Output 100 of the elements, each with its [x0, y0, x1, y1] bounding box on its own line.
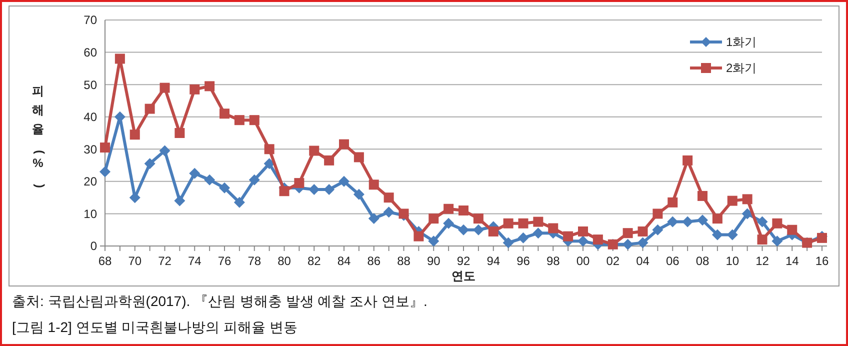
y-tick-label: 30 [84, 142, 98, 156]
point [682, 155, 693, 166]
point [637, 237, 648, 248]
point [339, 139, 349, 150]
point [532, 228, 544, 239]
point [742, 194, 752, 204]
point [668, 197, 678, 208]
point [712, 214, 722, 224]
x-tick-label: 92 [456, 254, 470, 268]
x-tick-label: 94 [486, 254, 500, 268]
x-tick-label: 86 [367, 254, 381, 268]
point [100, 166, 110, 178]
point [518, 232, 529, 244]
x-tick-label: 98 [546, 254, 560, 268]
point [772, 236, 783, 247]
point [652, 208, 663, 219]
point [144, 104, 155, 114]
point [488, 226, 498, 236]
point [264, 144, 274, 154]
point [279, 186, 290, 196]
point [682, 216, 694, 228]
x-tick-label: 90 [426, 254, 441, 268]
y-tick-label: 0 [90, 239, 98, 254]
x-tick-label: 80 [278, 254, 292, 268]
point [712, 229, 723, 240]
point [727, 196, 738, 206]
point [160, 82, 170, 93]
point [533, 216, 544, 227]
point [354, 152, 364, 162]
point [472, 224, 484, 236]
point [443, 218, 454, 229]
point [309, 146, 320, 156]
y-tick-label: 40 [84, 110, 98, 124]
point [294, 178, 304, 188]
x-tick-label: 76 [218, 254, 232, 268]
y-axis-title: 피해율 (%) [32, 84, 47, 188]
text: [그림 1-2] 연도별 미국흰불나방의 피해율 변동 [12, 319, 298, 335]
point [473, 214, 484, 224]
point [383, 206, 394, 218]
y-tick-label: 50 [84, 78, 98, 92]
x-tick-label: 02 [606, 254, 620, 268]
point [458, 205, 468, 216]
point [220, 108, 230, 119]
point [264, 158, 275, 170]
point [428, 214, 439, 224]
x-tick-label: 04 [636, 254, 650, 268]
x-tick-label: 00 [576, 254, 590, 268]
point [638, 226, 648, 236]
point [458, 224, 469, 236]
x-tick-label: 10 [726, 254, 740, 268]
x-tick-label: 14 [785, 254, 800, 268]
x-tick-label: 74 [188, 254, 202, 268]
x-tick-label: 68 [98, 254, 112, 268]
point [189, 168, 200, 179]
y-tick-label: 70 [84, 13, 98, 28]
point [324, 184, 335, 195]
point [652, 224, 664, 236]
x-tick-label: 16 [815, 254, 829, 268]
x-tick-label: 12 [756, 254, 770, 268]
point [503, 218, 514, 228]
point [444, 204, 454, 214]
y-tick-label: 20 [84, 174, 98, 189]
x-tick-label: 96 [516, 254, 530, 268]
point [414, 231, 424, 242]
point [249, 115, 260, 126]
point [697, 214, 708, 226]
point [353, 188, 364, 200]
point [518, 218, 528, 228]
point [726, 229, 738, 240]
legend-label: 1화기 [726, 35, 757, 50]
point [578, 236, 588, 247]
point [592, 234, 603, 245]
x-axis-title: 연도 [452, 269, 476, 283]
point [563, 231, 574, 242]
point [234, 196, 245, 208]
point [130, 130, 140, 140]
point [772, 218, 782, 228]
point [742, 208, 753, 220]
point [622, 238, 634, 250]
point [622, 228, 633, 238]
y-tick-label: 60 [84, 45, 98, 60]
y-tick-label: 10 [84, 206, 98, 221]
point [204, 81, 215, 92]
x-tick-label: 08 [696, 254, 710, 268]
source-note: 출처: 국립산림과학원(2017). 『산림 병해충 발생 예찰 조사 연보』. [12, 293, 428, 309]
point [190, 84, 200, 94]
point [757, 234, 768, 245]
point [787, 224, 798, 235]
x-tick-label: 06 [666, 254, 680, 268]
point [204, 174, 216, 186]
point [114, 54, 125, 64]
x-tick-label: 72 [158, 254, 172, 268]
point [159, 145, 170, 156]
point [324, 155, 334, 166]
point [219, 182, 230, 194]
point [548, 223, 558, 234]
x-tick-label: 82 [307, 254, 322, 268]
point [338, 176, 350, 187]
x-tick-label: 88 [397, 254, 411, 268]
x-tick-label: 78 [248, 254, 262, 268]
